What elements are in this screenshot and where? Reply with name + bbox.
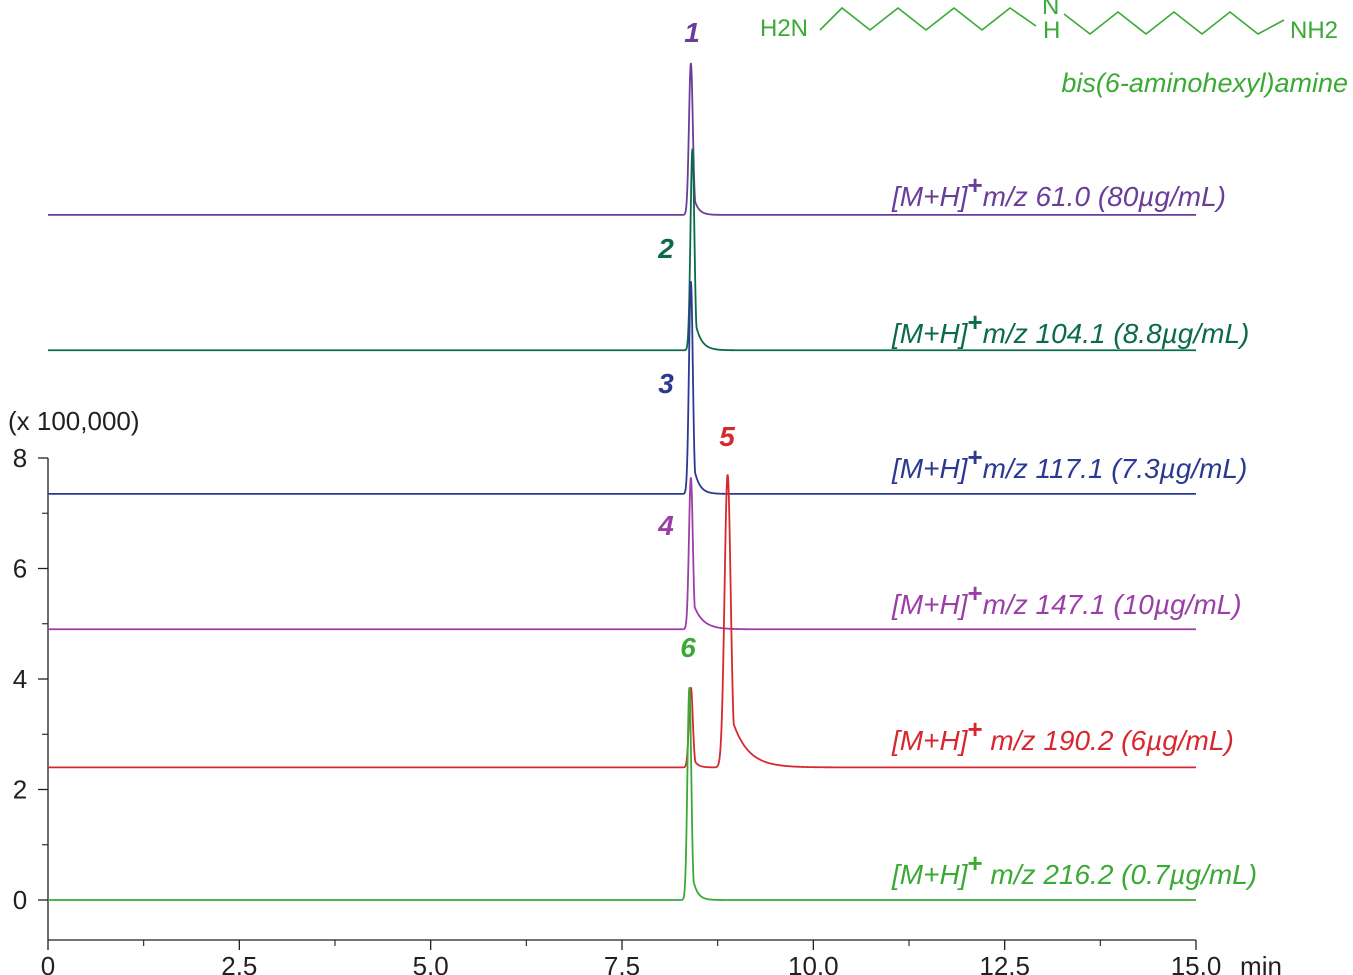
trace-label-mz: m/z 61.0 (80µg/mL) [983, 181, 1226, 212]
x-tick-label: 7.5 [604, 951, 640, 975]
chemical-structure: H2N NH NH2 bis(6-aminohexyl)amine [760, 0, 1348, 98]
trace-label-charge: + [967, 578, 982, 608]
y-tick-label: 2 [13, 775, 27, 805]
trace-label-ion: [M+H] [891, 181, 969, 212]
labels: 1[M+H]+m/z 61.0 (80µg/mL)2[M+H]+m/z 104.… [657, 17, 1257, 890]
trace-label-3: [M+H]+m/z 117.1 (7.3µg/mL) [891, 442, 1247, 484]
trace-label-mz: m/z 147.1 (10µg/mL) [983, 589, 1242, 620]
trace-label-6: [M+H]+ m/z 216.2 (0.7µg/mL) [891, 848, 1257, 890]
trace-label-ion: [M+H] [891, 453, 969, 484]
peak-label-6: 6 [680, 632, 696, 663]
trace-label-mz: m/z 190.2 (6µg/mL) [983, 725, 1234, 756]
trace-label-charge: + [967, 170, 982, 200]
trace-label-mz: m/z 216.2 (0.7µg/mL) [983, 859, 1257, 890]
structure-center-hydrogen: H [1043, 17, 1060, 44]
y-tick-label: 4 [13, 664, 27, 694]
trace-6 [48, 687, 1196, 901]
trace-label-1: [M+H]+m/z 61.0 (80µg/mL) [891, 170, 1226, 212]
x-tick-label: 15.0 [1171, 951, 1222, 975]
x-axis-unit: min [1240, 951, 1282, 975]
peak-label-5: 5 [719, 421, 735, 452]
y-axis-label: (x 100,000) [8, 406, 140, 436]
traces [48, 62, 1196, 901]
compound-name: bis(6-aminohexyl)amine [1061, 68, 1348, 98]
structure-chain-right [1063, 10, 1285, 36]
trace-label-mz: m/z 104.1 (8.8µg/mL) [983, 318, 1250, 349]
x-tick-label: 5.0 [413, 951, 449, 975]
peak-label-2: 2 [657, 233, 674, 264]
trace-label-5: [M+H]+ m/z 190.2 (6µg/mL) [891, 714, 1234, 756]
peak-label-4: 4 [657, 510, 674, 541]
x-tick-label: 12.5 [979, 951, 1030, 975]
structure-left-amine: H2N [760, 15, 808, 42]
trace-label-4: [M+H]+m/z 147.1 (10µg/mL) [891, 578, 1242, 620]
structure-center-nitrogen: N [1042, 0, 1059, 20]
trace-label-mz: m/z 117.1 (7.3µg/mL) [983, 453, 1248, 484]
trace-3 [48, 281, 1196, 495]
y-tick-label: 6 [13, 554, 27, 584]
structure-chain-left [819, 6, 1037, 32]
peak-label-3: 3 [658, 368, 674, 399]
trace-label-ion: [M+H] [891, 725, 969, 756]
axes: 0 2.5 5.0 7.5 10.0 12.5 15.0 min 0 2 4 6 8 (x 100,000… [8, 406, 1282, 975]
x-tick-label: 0 [41, 951, 55, 975]
x-tick-label: 2.5 [221, 951, 257, 975]
trace-label-ion: [M+H] [891, 318, 969, 349]
trace-1 [48, 62, 1196, 216]
trace-2 [48, 148, 1196, 352]
x-tick-label: 10.0 [788, 951, 839, 975]
trace-label-charge: + [967, 714, 982, 744]
peak-label-1: 1 [684, 17, 700, 48]
y-tick-label: 8 [13, 443, 27, 473]
y-tick-label: 0 [13, 885, 27, 915]
trace-label-charge: + [967, 442, 982, 472]
trace-label-charge: + [967, 307, 982, 337]
structure-right-amine: NH2 [1290, 17, 1338, 44]
trace-label-charge: + [967, 848, 982, 878]
trace-4 [48, 477, 1196, 631]
trace-label-2: [M+H]+m/z 104.1 (8.8µg/mL) [891, 307, 1249, 349]
trace-label-ion: [M+H] [891, 859, 969, 890]
trace-5 [48, 474, 1196, 769]
trace-label-ion: [M+H] [891, 589, 969, 620]
